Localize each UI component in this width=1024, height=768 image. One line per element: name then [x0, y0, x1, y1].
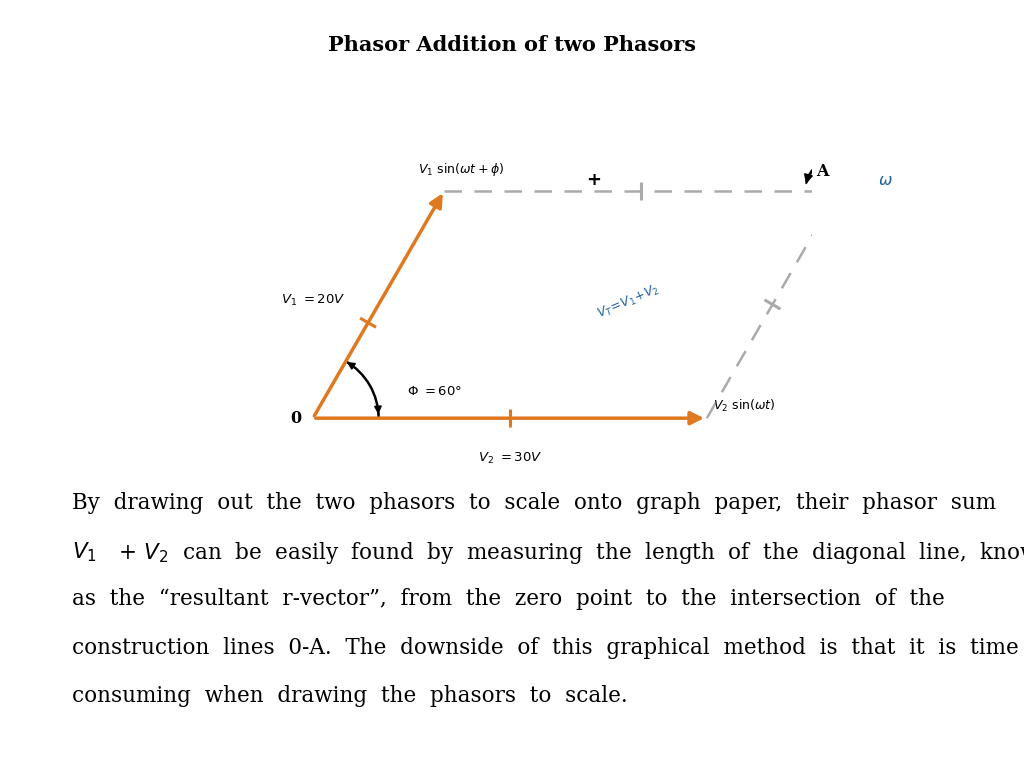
Text: construction  lines  0-A.  The  downside  of  this  graphical  method  is  that : construction lines 0-A. The downside of … [72, 637, 1019, 659]
Text: +: + [587, 171, 601, 189]
Text: $V_2\ =30V$: $V_2\ =30V$ [477, 451, 542, 466]
Text: $V_1$: $V_1$ [72, 540, 96, 564]
Text: $V_1\ =20V$: $V_1\ =20V$ [282, 293, 346, 308]
Text: Phasor Addition of two Phasors: Phasor Addition of two Phasors [328, 35, 696, 55]
Text: $V_2\ \sin(\omega t)$: $V_2\ \sin(\omega t)$ [714, 398, 776, 414]
Text: A: A [816, 164, 828, 180]
Text: $V_T\!=\!V_1\!+\!V_2$: $V_T\!=\!V_1\!+\!V_2$ [595, 282, 663, 323]
Text: By  drawing  out  the  two  phasors  to  scale  onto  graph  paper,  their  phas: By drawing out the two phasors to scale … [72, 492, 995, 514]
Text: $\omega$: $\omega$ [878, 173, 892, 187]
Text: 0: 0 [291, 409, 301, 427]
Text: $\Phi\ =60°$: $\Phi\ =60°$ [408, 386, 463, 399]
Text: $V_1\ \sin(\omega t + \phi)$: $V_1\ \sin(\omega t + \phi)$ [418, 161, 504, 177]
Text: + $V_2$  can  be  easily  found  by  measuring  the  length  of  the  diagonal  : + $V_2$ can be easily found by measuring… [112, 540, 1024, 566]
Text: as  the  “resultant  r-vector”,  from  the  zero  point  to  the  intersection  : as the “resultant r-vector”, from the ze… [72, 588, 944, 611]
Text: consuming  when  drawing  the  phasors  to  scale.: consuming when drawing the phasors to sc… [72, 685, 628, 707]
